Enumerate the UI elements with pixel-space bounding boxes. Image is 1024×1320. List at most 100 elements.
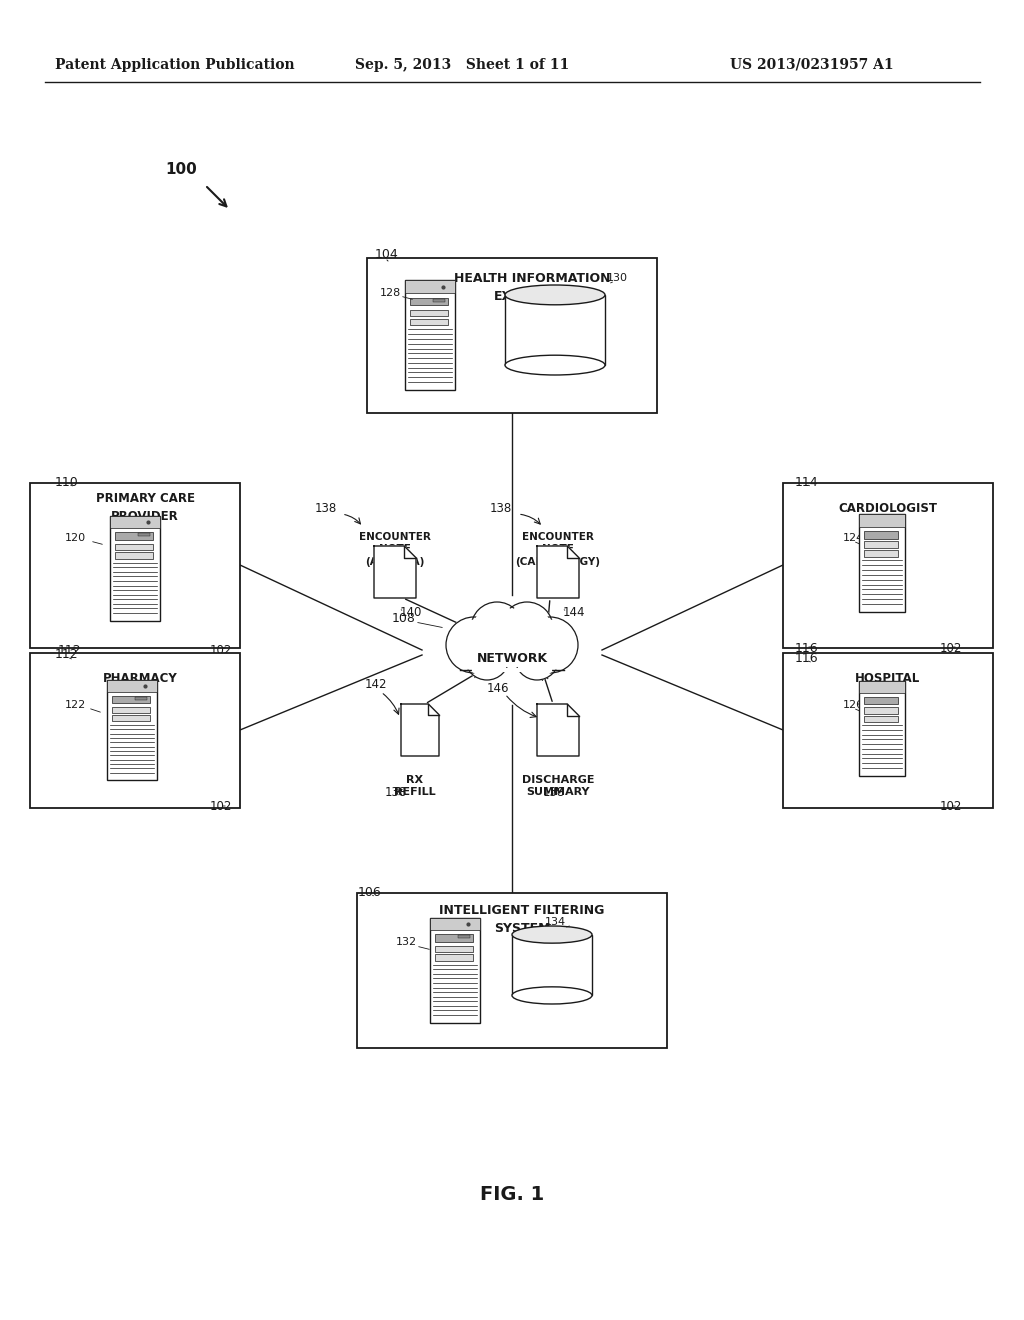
Polygon shape [537, 546, 579, 598]
Bar [30, 483, 240, 648]
Bar [863, 541, 898, 548]
Bar [112, 715, 150, 721]
Text: 102: 102 [210, 800, 232, 813]
Circle shape [490, 623, 534, 667]
Text: PHARMACY: PHARMACY [102, 672, 177, 685]
Text: US 2013/0231957 A1: US 2013/0231957 A1 [730, 58, 894, 73]
Text: 122: 122 [65, 700, 86, 710]
Text: 140: 140 [400, 606, 422, 619]
Bar [137, 533, 150, 536]
Text: Patent Application Publication: Patent Application Publication [55, 58, 295, 73]
Text: 124: 124 [843, 533, 864, 543]
Text: 102: 102 [210, 644, 232, 656]
Bar [406, 280, 455, 293]
Bar [859, 513, 905, 612]
Bar [432, 298, 445, 302]
Bar [863, 697, 898, 705]
Bar [435, 946, 472, 952]
Bar [112, 708, 150, 713]
Text: 142: 142 [365, 678, 387, 692]
Bar [134, 697, 147, 700]
Text: INTELLIGENT FILTERING
SYSTEM: INTELLIGENT FILTERING SYSTEM [439, 904, 605, 936]
Bar [863, 708, 898, 714]
Text: FIG. 1: FIG. 1 [480, 1185, 544, 1204]
Circle shape [446, 616, 502, 673]
Bar [430, 917, 480, 1023]
Bar [435, 935, 472, 941]
Text: ENCOUNTER
NOTE
(ASTHMA): ENCOUNTER NOTE (ASTHMA) [359, 532, 431, 566]
Text: NETWORK: NETWORK [476, 652, 548, 664]
Text: PRIMARY CARE
PROVIDER: PRIMARY CARE PROVIDER [95, 492, 195, 524]
Circle shape [504, 605, 550, 651]
Text: 112: 112 [55, 648, 79, 661]
Bar [863, 531, 898, 539]
Text: DISCHARGE
SUMMARY: DISCHARGE SUMMARY [522, 775, 594, 797]
Polygon shape [401, 704, 439, 756]
Bar [859, 681, 905, 776]
Text: 116: 116 [795, 652, 818, 664]
Text: 114: 114 [795, 475, 818, 488]
Text: 110: 110 [55, 475, 79, 488]
Bar [115, 552, 153, 558]
Text: 138: 138 [490, 502, 512, 515]
Circle shape [465, 636, 509, 680]
Polygon shape [537, 704, 579, 756]
Circle shape [487, 620, 537, 671]
Bar [30, 652, 240, 808]
Bar [115, 544, 153, 550]
Bar [115, 532, 153, 540]
Text: 102: 102 [940, 800, 963, 813]
Text: 130: 130 [607, 273, 628, 282]
Bar [863, 550, 898, 557]
Bar [505, 294, 605, 366]
Bar [112, 696, 150, 704]
Text: 102: 102 [940, 642, 963, 655]
Polygon shape [374, 546, 416, 598]
Circle shape [468, 639, 506, 677]
Bar [410, 297, 447, 305]
Ellipse shape [505, 355, 605, 375]
Bar [110, 516, 160, 620]
Text: RX
REFILL: RX REFILL [394, 775, 436, 797]
Text: 126: 126 [843, 700, 864, 710]
Bar [106, 680, 157, 780]
Text: 128: 128 [380, 288, 401, 298]
Text: 104: 104 [375, 248, 398, 261]
Text: ELECTRONIC
HEALTH
RECORDS: ELECTRONIC HEALTH RECORDS [518, 313, 592, 347]
Circle shape [522, 616, 578, 673]
Bar [406, 280, 455, 389]
Bar [435, 954, 472, 961]
Text: 138: 138 [543, 787, 565, 800]
Bar [458, 936, 470, 939]
Text: 100: 100 [165, 162, 197, 177]
Text: 108: 108 [392, 611, 416, 624]
Text: 144: 144 [563, 606, 586, 619]
Text: 116: 116 [795, 642, 818, 655]
Bar [357, 892, 667, 1048]
Text: 112: 112 [58, 644, 82, 656]
Text: CARDIOLOGIST: CARDIOLOGIST [839, 502, 938, 515]
Bar [410, 318, 447, 325]
Text: 134: 134 [545, 917, 566, 927]
Bar [430, 917, 480, 931]
Circle shape [518, 639, 556, 677]
Text: 138: 138 [385, 787, 408, 800]
Circle shape [515, 636, 559, 680]
Bar [367, 257, 657, 412]
Text: HOSPITAL: HOSPITAL [855, 672, 921, 685]
Text: 138: 138 [315, 502, 337, 515]
Circle shape [474, 605, 520, 651]
Bar [110, 516, 160, 528]
Text: 120: 120 [65, 533, 86, 543]
Bar [859, 513, 905, 527]
Circle shape [501, 602, 553, 653]
Text: ENCOUNTER
NOTE
(CARDIOLOGY): ENCOUNTER NOTE (CARDIOLOGY) [515, 532, 600, 566]
Text: Sep. 5, 2013   Sheet 1 of 11: Sep. 5, 2013 Sheet 1 of 11 [355, 58, 569, 73]
Bar [106, 680, 157, 692]
Bar [859, 681, 905, 693]
Text: HEALTH INFORMATION
EXCHANGE: HEALTH INFORMATION EXCHANGE [454, 272, 610, 302]
Circle shape [525, 620, 574, 669]
Bar [512, 935, 592, 995]
Bar [410, 310, 447, 317]
Bar [783, 652, 993, 808]
